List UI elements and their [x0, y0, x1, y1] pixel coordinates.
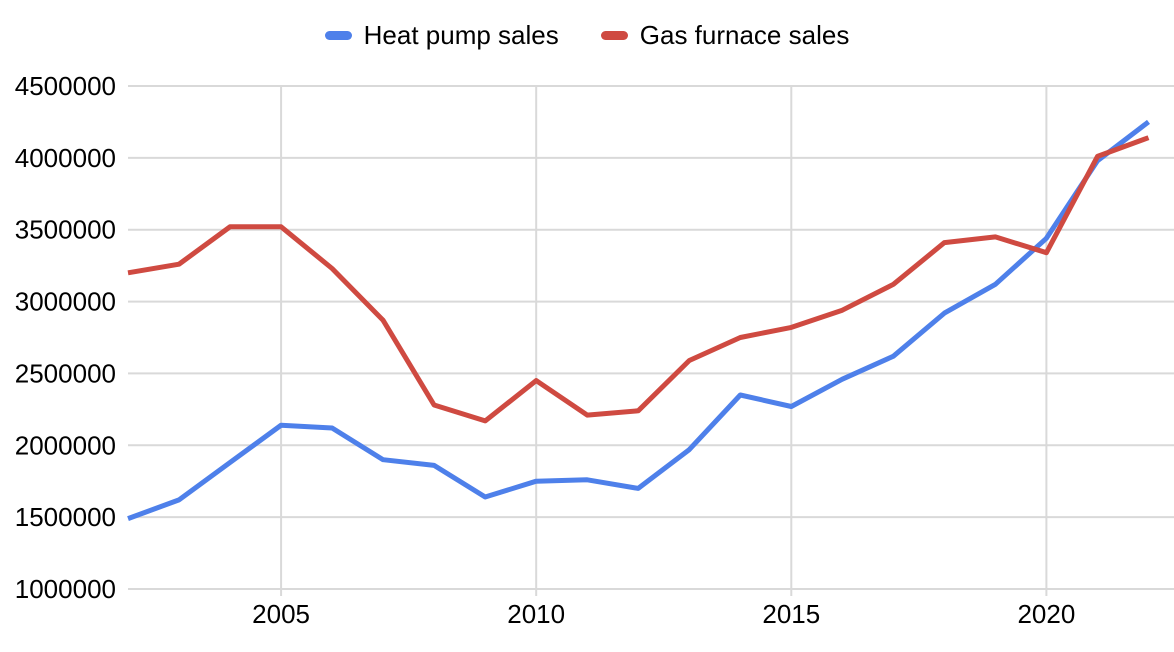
x-axis-tick-label: 2005	[252, 599, 310, 629]
series-line-gas-furnace-sales	[127, 135, 1150, 424]
x-axis-tick-label: 2020	[1017, 599, 1075, 629]
x-axis-tick-label: 2010	[507, 599, 565, 629]
chart-legend: Heat pump sales Gas furnace sales	[0, 20, 1174, 51]
y-axis-tick-label: 2500000	[15, 358, 116, 388]
legend-swatch-heat-pump-icon	[324, 31, 352, 40]
legend-item-gas-furnace-sales: Gas furnace sales	[600, 20, 850, 51]
x-axis-tick-label: 2015	[762, 599, 820, 629]
legend-label-heat-pump-sales: Heat pump sales	[363, 20, 559, 50]
legend-swatch-gas-furnace-icon	[600, 31, 628, 40]
legend-item-heat-pump-sales: Heat pump sales	[324, 20, 559, 51]
y-axis-tick-label: 1000000	[15, 574, 116, 604]
series-line-heat-pump-sales	[127, 119, 1151, 521]
y-axis-tick-label: 3000000	[15, 287, 116, 317]
y-axis-tick-label: 4000000	[15, 143, 116, 173]
legend-label-gas-furnace-sales: Gas furnace sales	[639, 20, 850, 50]
y-axis-tick-label: 4500000	[15, 71, 116, 101]
y-axis-tick-label: 2000000	[15, 430, 116, 460]
y-axis-tick-label: 3500000	[15, 215, 116, 245]
y-axis-tick-label: 1500000	[15, 502, 116, 532]
